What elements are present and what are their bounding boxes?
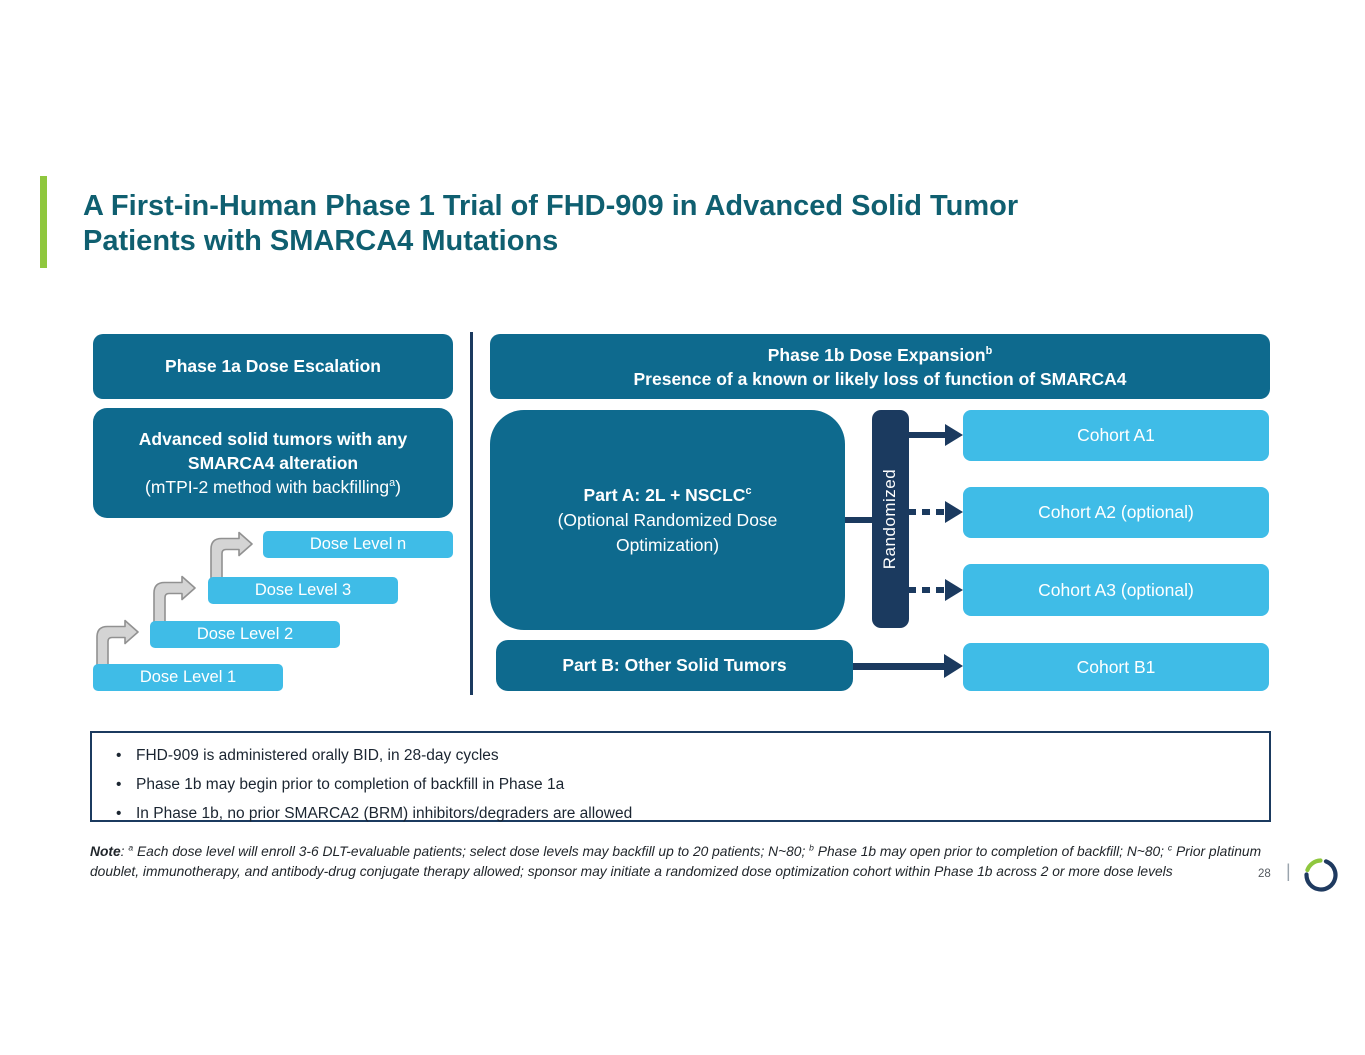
arrow-to-cohort-a1 <box>908 432 947 438</box>
cohort-a1-box: Cohort A1 <box>963 410 1269 461</box>
page-title: A First-in-Human Phase 1 Trial of FHD-90… <box>83 189 1233 259</box>
step-up-arrow-icon <box>96 619 139 668</box>
randomized-bar: Randomized <box>872 410 909 628</box>
bullet-item: FHD-909 is administered orally BID, in 2… <box>114 747 1249 765</box>
footnote-marker-c: c <box>1167 842 1173 853</box>
page-title-line2: Patients with SMARCA4 Mutations <box>83 225 559 257</box>
footnote-marker-a: a <box>389 477 396 490</box>
dose-level-n-box: Dose Level n <box>263 531 453 558</box>
title-accent-bar <box>40 176 47 268</box>
dose-level-2-box: Dose Level 2 <box>150 621 340 648</box>
cohort-b1-box: Cohort B1 <box>963 643 1269 691</box>
phase1a-header-box: Phase 1a Dose Escalation <box>93 334 453 399</box>
part-a-title: Part A: 2L + NSCLCc <box>583 484 752 505</box>
part-b-box: Part B: Other Solid Tumors <box>496 640 853 691</box>
dashed-arrow-to-cohort-a3-head <box>945 579 963 601</box>
phase1a-header-label: Phase 1a Dose Escalation <box>165 356 381 376</box>
dashed-arrow-to-cohort-a2 <box>908 509 947 515</box>
arrow-to-cohort-b1 <box>853 663 946 670</box>
key-points-box: FHD-909 is administered orally BID, in 2… <box>90 731 1271 823</box>
page-number: 28 <box>1258 868 1271 880</box>
population-line1: Advanced solid tumors with any <box>138 429 408 449</box>
footnote-label: Note <box>90 844 121 859</box>
bullet-item: In Phase 1b, no prior SMARCA2 (BRM) inhi… <box>114 805 1249 823</box>
cohort-a2-box: Cohort A2 (optional) <box>963 487 1269 538</box>
bullet-item: Phase 1b may begin prior to completion o… <box>114 776 1249 794</box>
dose-level-1-box: Dose Level 1 <box>93 664 283 691</box>
dose-level-3-box: Dose Level 3 <box>208 577 398 604</box>
footnote-marker-b: b <box>985 344 993 357</box>
foghorn-logo-icon <box>1304 858 1338 892</box>
population-line2: SMARCA4 alteration <box>187 453 359 473</box>
phase1a-population-box: Advanced solid tumors with any SMARCA4 a… <box>93 408 453 518</box>
footnote-marker-a: a <box>128 842 134 853</box>
arrow-to-cohort-b1-head <box>944 654 963 678</box>
phase1b-header-line2: Presence of a known or likely loss of fu… <box>633 368 1127 389</box>
section-divider <box>470 332 473 695</box>
dashed-arrow-to-cohort-a2-head <box>945 501 963 523</box>
part-a-subtitle-line1: (Optional Randomized Dose <box>557 509 778 530</box>
arrow-to-cohort-a1-head <box>945 424 963 446</box>
part-a-randomized-connector <box>845 517 873 523</box>
footnote-marker-c: c <box>745 484 752 497</box>
population-method: (mTPI-2 method with backfillinga) <box>145 477 401 497</box>
footer-separator: | <box>1286 861 1291 881</box>
phase1b-header-line1: Phase 1b Dose Expansionb <box>767 344 993 365</box>
footnote: Note: a Each dose level will enroll 3-6 … <box>90 842 1262 879</box>
randomized-label: Randomized <box>880 468 900 570</box>
cohort-a3-box: Cohort A3 (optional) <box>963 564 1269 616</box>
part-a-box: Part A: 2L + NSCLCc (Optional Randomized… <box>490 410 845 630</box>
phase1b-header-box: Phase 1b Dose Expansionb Presence of a k… <box>490 334 1270 399</box>
dashed-arrow-to-cohort-a3 <box>908 587 947 593</box>
part-a-subtitle-line2: Optimization) <box>615 534 720 555</box>
step-up-arrow-icon <box>153 575 196 624</box>
key-points-list: FHD-909 is administered orally BID, in 2… <box>114 747 1249 823</box>
page-title-line1: A First-in-Human Phase 1 Trial of FHD-90… <box>83 190 1019 222</box>
step-up-arrow-icon <box>210 531 253 580</box>
footnote-marker-b: b <box>809 842 814 853</box>
